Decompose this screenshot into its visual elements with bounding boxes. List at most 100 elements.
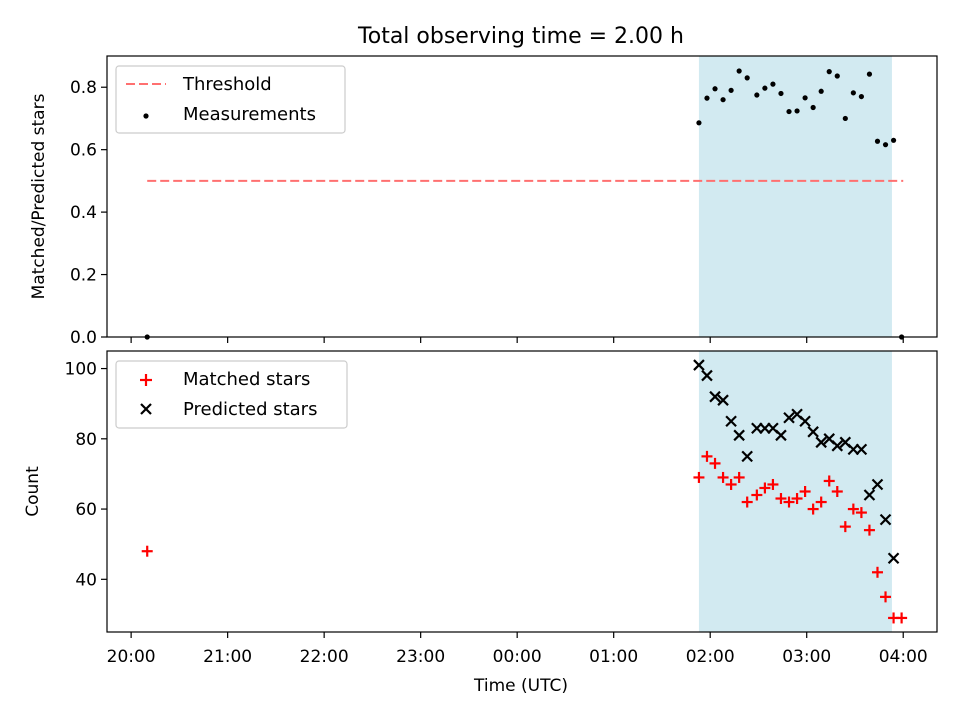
- predicted-star-marker: [799, 415, 811, 428]
- observing-window-band: [698, 351, 892, 632]
- measurement-point: [744, 75, 750, 81]
- measurement-point: [850, 90, 856, 96]
- measurement-point: [874, 138, 881, 144]
- matched-star-markers: [141, 450, 908, 624]
- top-panel: 0.00.20.40.60.8 Matched/Predicted stars …: [29, 55, 938, 348]
- bottom-y-tick-label: 100: [65, 360, 97, 380]
- x-tick-label: 23:00: [396, 647, 445, 667]
- measurement-point: [786, 108, 792, 115]
- bottom-y-tick-label: 80: [75, 430, 97, 450]
- top-y-tick-label: 0.4: [70, 203, 97, 223]
- predicted-star-marker: [815, 436, 827, 449]
- measurement-point: [834, 73, 840, 79]
- top-y-tick-label: 0.0: [70, 328, 97, 348]
- matched-star-marker: [831, 486, 843, 497]
- measurement-point: [770, 81, 776, 87]
- x-tick-label: 21:00: [203, 647, 252, 667]
- measurement-point: [720, 97, 726, 103]
- measurement-point: [858, 93, 864, 100]
- observing-window-band: [698, 56, 892, 337]
- matched-star-marker: [855, 507, 867, 519]
- top-y-tick-label: 0.8: [70, 78, 97, 98]
- measurement-point: [826, 69, 832, 75]
- legend-matched-swatch: [140, 374, 152, 386]
- measurement-point: [842, 115, 848, 122]
- x-axis-label: Time (UTC): [473, 676, 568, 696]
- measurement-point: [802, 95, 808, 101]
- legend-predicted-swatch: [140, 403, 152, 415]
- predicted-star-marker: [783, 411, 795, 424]
- measurement-point: [712, 86, 718, 92]
- matched-star-marker: [783, 496, 795, 508]
- top-y-tick-label: 0.2: [70, 266, 97, 286]
- matched-star-marker: [725, 478, 737, 490]
- measurement-points: [144, 68, 905, 340]
- predicted-star-marker: [775, 429, 787, 442]
- matched-star-marker: [775, 493, 787, 505]
- x-tick-label: 20:00: [107, 647, 156, 667]
- matched-star-marker: [871, 566, 883, 578]
- top-y-axis-label: Matched/Predicted stars: [29, 93, 49, 299]
- top-legend: Threshold Measurements: [115, 65, 346, 134]
- top-axes-frame: [106, 55, 938, 338]
- bottom-panel: 40 60 80 100 20:00 21:00 22:00 23:00 00:00 01:00…: [23, 350, 938, 696]
- bottom-legend: Matched stars Predicted stars: [115, 360, 348, 429]
- matched-star-marker: [880, 591, 892, 603]
- x-tick-label: 22:00: [300, 647, 349, 667]
- predicted-star-marker: [733, 429, 745, 442]
- predicted-star-marker: [725, 415, 737, 428]
- predicted-star-marker: [863, 489, 876, 501]
- predicted-star-marker: [693, 359, 705, 371]
- measurement-point: [778, 90, 784, 97]
- predicted-star-marker: [717, 394, 729, 406]
- predicted-star-marker: [887, 552, 900, 565]
- matched-star-marker: [717, 471, 729, 483]
- measurement-point: [882, 142, 889, 148]
- bottom-legend-box: [115, 360, 348, 429]
- legend-matched-label: Matched stars: [183, 369, 310, 390]
- matched-star-marker: [863, 524, 875, 536]
- predicted-star-marker: [807, 426, 819, 438]
- measurement-point: [794, 108, 800, 114]
- bottom-y-axis-ticks: 40 60 80 100: [65, 360, 107, 590]
- predicted-star-markers: [693, 359, 900, 565]
- measurement-point: [704, 95, 710, 101]
- top-x-axis-ticks: [130, 337, 904, 343]
- matched-star-marker: [767, 478, 779, 490]
- matched-star-marker: [141, 545, 153, 557]
- measurement-point: [736, 68, 742, 74]
- measurement-point: [696, 120, 702, 126]
- matched-star-marker: [839, 521, 851, 533]
- top-y-axis-ticks: 0.0 0.2 0.4 0.6 0.8: [70, 78, 107, 348]
- top-y-tick-label: 0.6: [70, 141, 97, 161]
- measurement-point: [810, 104, 816, 111]
- matched-star-marker: [759, 482, 771, 494]
- bottom-y-tick-label: 40: [75, 570, 97, 590]
- bottom-x-axis-ticks: 20:00 21:00 22:00 23:00 00:00 01:00 02:00 03:00…: [107, 632, 928, 667]
- measurement-point: [754, 92, 760, 98]
- predicted-star-marker: [701, 369, 713, 382]
- chart-title: Total observing time = 2.00 h: [357, 24, 684, 49]
- bottom-y-tick-label: 60: [75, 500, 97, 520]
- x-tick-label: 01:00: [589, 647, 638, 667]
- matched-star-marker: [823, 475, 835, 487]
- matched-star-marker: [847, 503, 859, 515]
- x-tick-label: 02:00: [686, 647, 735, 667]
- predicted-star-marker: [709, 390, 721, 403]
- top-legend-box: [115, 65, 346, 134]
- bottom-y-axis-label: Count: [23, 466, 43, 517]
- legend-threshold-label: Threshold: [182, 74, 272, 95]
- matched-star-marker: [791, 493, 803, 505]
- matched-star-marker: [709, 457, 721, 469]
- legend-measurements-swatch: [143, 113, 149, 119]
- measurement-point: [866, 71, 873, 77]
- x-tick-label: 04:00: [879, 647, 928, 667]
- x-tick-label: 03:00: [782, 647, 831, 667]
- bottom-axes-frame: [106, 350, 938, 633]
- x-tick-label: 00:00: [493, 647, 542, 667]
- measurement-point: [728, 87, 734, 93]
- legend-measurements-label: Measurements: [183, 104, 316, 125]
- matched-star-marker: [896, 612, 908, 624]
- measurement-point: [890, 137, 897, 143]
